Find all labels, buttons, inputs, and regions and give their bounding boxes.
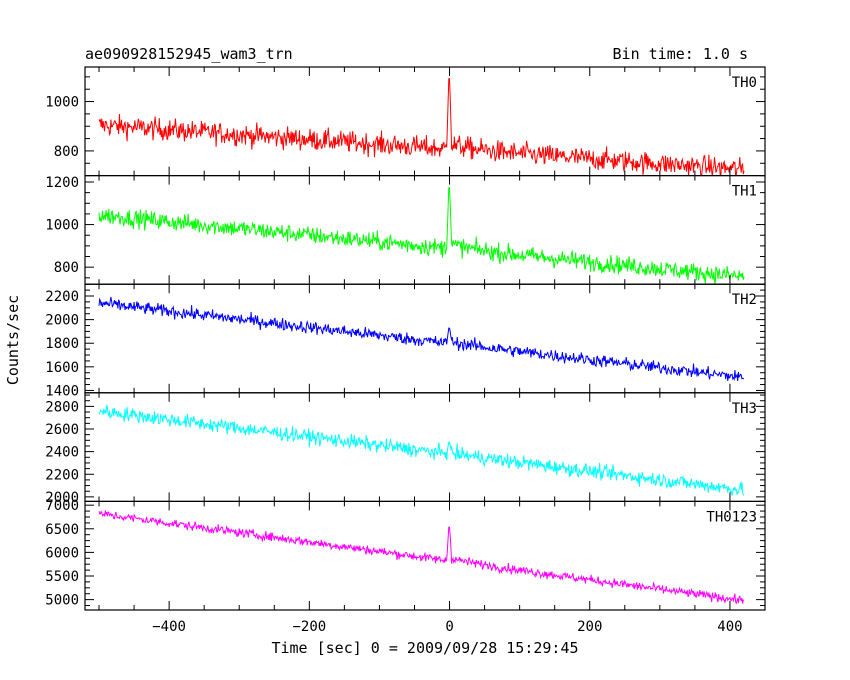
x-axis-label: Time [sec] 0 = 2009/09/28 15:29:45 (271, 639, 578, 657)
y-tick-label: 2000 (45, 313, 79, 329)
y-tick-label: 2200 (45, 467, 79, 483)
series-line-th0123 (98, 510, 745, 605)
x-tick-label: 400 (717, 619, 742, 635)
chart-title-right: Bin time: 1.0 s (613, 45, 748, 63)
panel-label: TH3 (732, 401, 757, 417)
y-tick-label: 1600 (45, 360, 79, 376)
y-tick-label: 7000 (45, 498, 79, 514)
panel-frame (84, 500, 766, 611)
y-tick-label: 5000 (45, 593, 79, 609)
x-tick-label: −200 (292, 619, 326, 635)
panels-group: 8001000TH080010001200TH11400160018002000… (45, 66, 766, 635)
y-tick-label: 1000 (45, 218, 79, 234)
y-tick-label: 2400 (45, 445, 79, 461)
panel-frame (84, 283, 766, 394)
y-tick-label: 2200 (45, 289, 79, 305)
panel-th0: 800 1000 TH0 (45, 66, 766, 177)
panel-label: TH2 (732, 292, 757, 308)
y-axis-label: Counts/sec (4, 295, 22, 385)
x-tick-label: 0 (445, 619, 453, 635)
y-tick-label: 800 (54, 144, 79, 160)
y-tick-label: 2000 (45, 490, 79, 506)
panel-frame (84, 175, 766, 285)
panel-th0123: 5000 5500 6000 6500 7000 TH0123 (45, 498, 766, 611)
y-tick-label: 1400 (45, 383, 79, 399)
y-tick-label: 5500 (45, 569, 79, 585)
y-tick-label: 1000 (45, 95, 79, 111)
y-tick-label: 6500 (45, 522, 79, 538)
panel-label: TH1 (732, 184, 757, 200)
panel-th3: 2000 2200 2400 2600 2800 TH3 (45, 392, 766, 506)
series-line-th2 (98, 296, 744, 382)
x-tick-label: 200 (577, 619, 602, 635)
y-tick-label: 2600 (45, 422, 79, 438)
panel-th2: 1400 1600 1800 2000 2200 TH2 (45, 283, 766, 399)
chart-title-left: ae090928152945_wam3_trn (85, 45, 293, 63)
y-tick-label: 2800 (45, 399, 79, 415)
y-tick-label: 1800 (45, 336, 79, 352)
y-tick-label: 800 (54, 260, 79, 276)
series-line-th3 (98, 404, 745, 496)
panel-frame (84, 392, 766, 502)
panel-label: TH0123 (706, 509, 757, 525)
series-line-th0 (98, 78, 745, 176)
panel-th1: 800 1000 1200 TH1 (45, 175, 766, 285)
series-line-th1 (98, 187, 745, 285)
panel-label: TH0 (732, 75, 757, 91)
x-tick-label: −400 (152, 619, 186, 635)
y-tick-label: 1200 (45, 175, 79, 191)
y-tick-label: 6000 (45, 545, 79, 561)
